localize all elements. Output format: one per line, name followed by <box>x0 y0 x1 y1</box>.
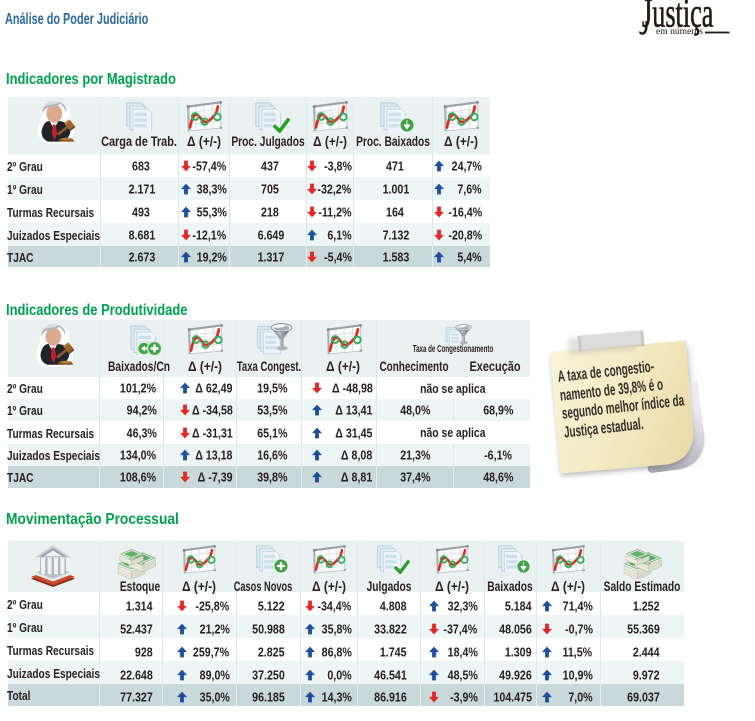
svg-text:Justiça: Justiça <box>642 0 713 36</box>
svg-text:em números: em números <box>656 27 703 37</box>
